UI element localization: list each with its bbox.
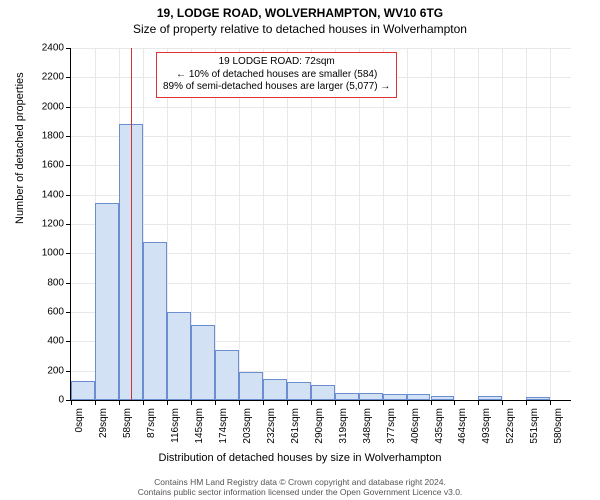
chart-subtitle: Size of property relative to detached ho… [0,20,600,36]
gridline-v [335,48,336,400]
ytick-label: 400 [34,336,64,347]
ytick-label: 2000 [34,101,64,112]
histogram-bar [287,382,311,400]
gridline-v [550,48,551,400]
xtick-label: 58sqm [122,408,133,438]
xtick-label: 174sqm [218,408,229,444]
xtick-label: 29sqm [98,408,109,438]
gridline-v [526,48,527,400]
annotation-line3: 89% of semi-detached houses are larger (… [163,81,390,94]
histogram-bar [359,393,383,400]
xtick-label: 87sqm [146,408,157,438]
gridline-v [478,48,479,400]
histogram-bar [167,312,191,400]
gridline-v [407,48,408,400]
xtick-label: 406sqm [410,408,421,444]
annotation-line1: 19 LODGE ROAD: 72sqm [163,56,390,69]
gridline-v [383,48,384,400]
ytick-label: 2200 [34,72,64,83]
y-axis-label: Number of detached properties [14,72,26,224]
histogram-bar [95,203,119,400]
histogram-bar [526,397,550,400]
gridline-v [239,48,240,400]
xtick-label: 551sqm [529,408,540,444]
ytick-label: 1000 [34,248,64,259]
xtick-label: 116sqm [170,408,181,443]
annotation-box: 19 LODGE ROAD: 72sqm ← 10% of detached h… [156,52,397,98]
histogram-bar [239,372,263,400]
ytick-label: 600 [34,307,64,318]
x-axis-label: Distribution of detached houses by size … [0,452,600,464]
footer-attribution: Contains HM Land Registry data © Crown c… [0,478,600,498]
gridline-h [71,224,571,225]
histogram-bar [311,385,335,400]
gridline-v [215,48,216,400]
histogram-bar [71,381,95,400]
footer-line2: Contains public sector information licen… [0,488,600,498]
histogram-bar [215,350,239,400]
xtick-label: 377sqm [386,408,397,444]
histogram-bar [143,242,167,400]
ytick-label: 1800 [34,131,64,142]
xtick-label: 580sqm [553,408,564,444]
xtick-label: 348sqm [362,408,373,444]
xtick-label: 290sqm [314,408,325,444]
xtick-label: 145sqm [194,408,205,444]
annotation-line2: ← 10% of detached houses are smaller (58… [163,69,390,82]
gridline-v [287,48,288,400]
histogram-bar [431,396,455,400]
xtick-label: 435sqm [434,408,445,444]
histogram-bar [335,393,359,400]
xtick-label: 203sqm [242,408,253,444]
xtick-label: 522sqm [505,408,516,444]
histogram-bar [191,325,215,400]
chart-container: 19, LODGE ROAD, WOLVERHAMPTON, WV10 6TG … [0,0,600,500]
plot-area: 19 LODGE ROAD: 72sqm ← 10% of detached h… [70,48,571,401]
gridline-v [431,48,432,400]
xtick-label: 464sqm [457,408,468,444]
histogram-bar [383,394,407,400]
ytick-label: 0 [34,395,64,406]
gridline-h [71,195,571,196]
xtick-label: 493sqm [481,408,492,444]
gridline-v [263,48,264,400]
xtick-label: 261sqm [290,408,301,444]
histogram-bar [407,394,431,400]
ytick-label: 200 [34,365,64,376]
histogram-bar [263,379,287,400]
xtick-label: 0sqm [74,408,85,432]
xtick-label: 232sqm [266,408,277,444]
histogram-bar [478,396,502,400]
gridline-v [359,48,360,400]
gridline-h [71,165,571,166]
ytick-label: 1400 [34,189,64,200]
ytick-label: 1200 [34,219,64,230]
xtick-label: 319sqm [338,408,349,444]
ytick-label: 2400 [34,43,64,54]
gridline-h [71,107,571,108]
gridline-v [311,48,312,400]
gridline-v [502,48,503,400]
ytick-label: 800 [34,277,64,288]
gridline-h [71,136,571,137]
gridline-v [454,48,455,400]
ytick-label: 1600 [34,160,64,171]
gridline-h [71,48,571,49]
chart-title-address: 19, LODGE ROAD, WOLVERHAMPTON, WV10 6TG [0,0,600,20]
marker-line [131,48,132,400]
